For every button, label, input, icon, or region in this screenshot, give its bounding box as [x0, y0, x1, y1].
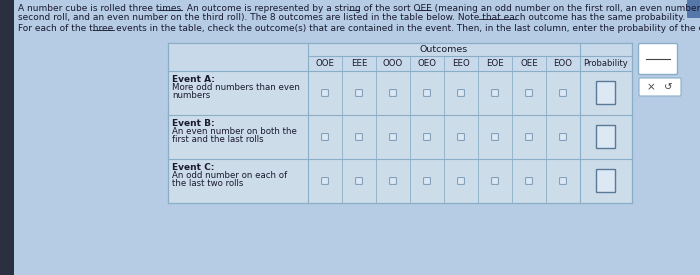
FancyBboxPatch shape	[458, 90, 464, 97]
FancyBboxPatch shape	[321, 134, 328, 141]
FancyBboxPatch shape	[687, 0, 700, 18]
FancyBboxPatch shape	[638, 43, 678, 75]
FancyBboxPatch shape	[321, 178, 328, 185]
Text: ↺: ↺	[664, 82, 673, 92]
FancyBboxPatch shape	[596, 125, 615, 148]
Text: Probability: Probability	[584, 59, 629, 68]
Text: EEO: EEO	[452, 59, 470, 68]
FancyBboxPatch shape	[424, 134, 430, 141]
Text: Event C:: Event C:	[172, 163, 214, 172]
FancyBboxPatch shape	[526, 134, 533, 141]
FancyBboxPatch shape	[526, 178, 533, 185]
Text: An odd number on each of: An odd number on each of	[172, 171, 287, 180]
Text: OEO: OEO	[417, 59, 437, 68]
Text: Outcomes: Outcomes	[420, 45, 468, 54]
FancyBboxPatch shape	[390, 90, 396, 97]
FancyBboxPatch shape	[458, 178, 464, 185]
Bar	[168, 43, 632, 203]
FancyBboxPatch shape	[424, 178, 430, 185]
FancyBboxPatch shape	[356, 134, 363, 141]
Bar	[0, 0, 14, 275]
Text: EEE: EEE	[351, 59, 368, 68]
FancyBboxPatch shape	[356, 90, 363, 97]
Text: An even number on both the: An even number on both the	[172, 127, 297, 136]
FancyBboxPatch shape	[458, 134, 464, 141]
Text: second roll, and an even number on the third roll). The 8 outcomes are listed in: second roll, and an even number on the t…	[18, 13, 685, 22]
FancyBboxPatch shape	[390, 178, 396, 185]
Text: EOE: EOE	[486, 59, 504, 68]
FancyBboxPatch shape	[390, 134, 396, 141]
Text: Event B:: Event B:	[172, 119, 215, 128]
FancyBboxPatch shape	[559, 134, 566, 141]
Text: ×: ×	[647, 82, 656, 92]
Text: Event A:: Event A:	[172, 75, 215, 84]
FancyBboxPatch shape	[596, 81, 615, 104]
FancyBboxPatch shape	[491, 178, 498, 185]
Bar	[168, 115, 632, 159]
Bar	[168, 71, 632, 115]
FancyBboxPatch shape	[356, 178, 363, 185]
Bar	[168, 159, 632, 203]
FancyBboxPatch shape	[321, 90, 328, 97]
Text: OOO: OOO	[383, 59, 403, 68]
FancyBboxPatch shape	[639, 78, 681, 96]
FancyBboxPatch shape	[559, 178, 566, 185]
Text: OEE: OEE	[520, 59, 538, 68]
Text: first and the last rolls: first and the last rolls	[172, 136, 264, 144]
FancyBboxPatch shape	[424, 90, 430, 97]
Text: More odd numbers than even: More odd numbers than even	[172, 83, 300, 92]
FancyBboxPatch shape	[596, 169, 615, 192]
Text: numbers: numbers	[172, 92, 210, 100]
Text: For each of the three events in the table, check the outcome(s) that are contain: For each of the three events in the tabl…	[18, 24, 700, 33]
FancyBboxPatch shape	[491, 90, 498, 97]
Text: A number cube is rolled three times. An outcome is represented by a string of th: A number cube is rolled three times. An …	[18, 4, 700, 13]
Text: the last two rolls: the last two rolls	[172, 180, 244, 188]
FancyBboxPatch shape	[491, 134, 498, 141]
FancyBboxPatch shape	[559, 90, 566, 97]
Text: OOE: OOE	[316, 59, 335, 68]
FancyBboxPatch shape	[526, 90, 533, 97]
Text: EOO: EOO	[554, 59, 573, 68]
